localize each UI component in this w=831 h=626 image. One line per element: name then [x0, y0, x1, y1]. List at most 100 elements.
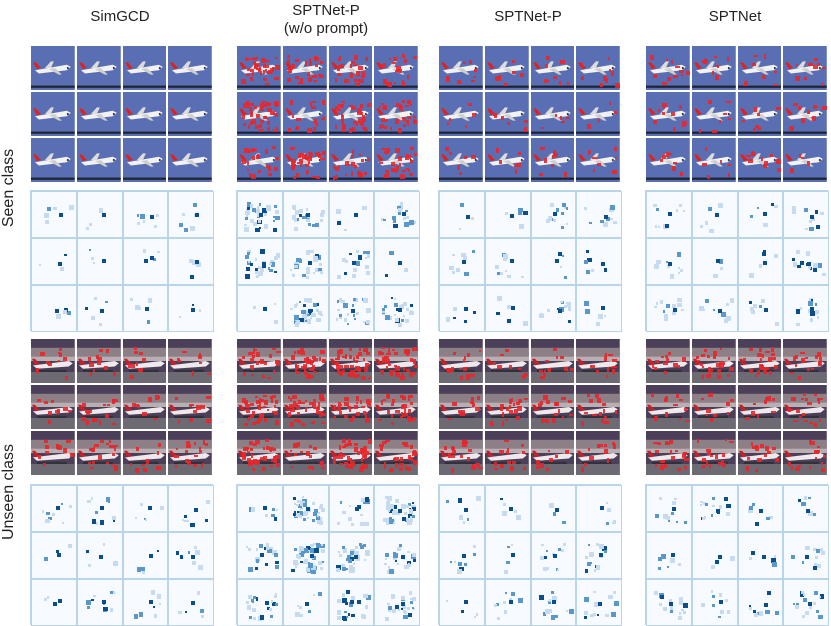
heat-pixel	[319, 504, 323, 508]
attention-dot	[810, 367, 815, 371]
attention-dot	[349, 458, 353, 463]
heat-pixel	[364, 499, 370, 505]
attention-dot	[131, 403, 136, 408]
heat-pixel	[130, 297, 134, 301]
heat-pixel	[561, 254, 564, 257]
heat-pixel	[464, 320, 468, 324]
unseen-heatmap-cell	[576, 532, 622, 579]
heat-pixel	[299, 552, 304, 558]
attention-dot	[251, 119, 256, 124]
heat-pixel	[314, 547, 320, 553]
heat-pixel	[245, 214, 249, 217]
heat-pixel	[702, 517, 705, 520]
attention-dot	[395, 372, 400, 378]
attention-dot	[320, 350, 325, 354]
attention-dot	[653, 441, 658, 445]
heat-pixel	[359, 543, 363, 547]
heat-pixel	[664, 315, 668, 320]
attention-dot	[446, 76, 451, 81]
attention-dot	[398, 467, 404, 472]
attention-dot	[813, 422, 818, 427]
heat-pixel	[298, 213, 302, 217]
heat-pixel	[296, 319, 301, 325]
heat-pixel	[599, 544, 605, 549]
heat-pixel	[362, 321, 365, 324]
attention-dot	[668, 352, 671, 355]
heat-peak	[673, 307, 678, 312]
heat-pixel	[84, 306, 89, 311]
attention-dot	[602, 402, 607, 407]
attention-dot	[798, 106, 802, 110]
attention-dot	[188, 417, 193, 423]
attention-dot	[702, 59, 707, 64]
heat-pixel	[339, 314, 343, 317]
heat-pixel	[466, 519, 469, 522]
attention-dot	[503, 82, 508, 87]
attention-dot	[341, 119, 345, 125]
attention-dot	[295, 75, 300, 79]
attention-dot	[292, 400, 297, 405]
heat-pixel	[412, 553, 417, 558]
attention-dot	[269, 396, 273, 399]
attention-dot	[263, 446, 266, 450]
heat-pixel	[678, 267, 681, 270]
heat-peak	[807, 601, 812, 606]
attention-dot	[547, 449, 550, 452]
attention-dot	[814, 452, 817, 455]
heat-pixel	[272, 601, 277, 606]
heat-pixel	[584, 616, 587, 619]
attention-dot	[509, 399, 512, 404]
heat-pixel	[818, 615, 823, 620]
heat-pixel	[201, 615, 204, 618]
heat-pixel	[753, 610, 757, 614]
attention-dot	[696, 439, 699, 443]
attention-dot	[506, 460, 511, 464]
attention-dot	[552, 155, 556, 158]
attention-dot	[290, 422, 294, 428]
seen-heatmap-cell	[122, 238, 169, 285]
heat-peak	[102, 258, 107, 263]
heat-pixel	[296, 512, 301, 517]
attention-dot	[767, 357, 772, 362]
heat-pixel	[244, 223, 247, 227]
heat-pixel	[346, 615, 349, 618]
attention-dot	[606, 458, 609, 464]
heat-peak	[307, 260, 312, 265]
attention-dot	[200, 464, 203, 468]
attention-dot	[262, 100, 267, 104]
attention-dot	[719, 347, 722, 350]
attention-dot	[403, 412, 409, 417]
heat-pixel	[386, 504, 392, 510]
heat-pixel	[356, 599, 362, 604]
heat-pixel	[141, 569, 146, 574]
heat-pixel	[397, 608, 400, 611]
heat-pixel	[346, 322, 349, 325]
heat-pixel	[255, 598, 259, 601]
heat-pixel	[791, 209, 797, 214]
attention-dot	[353, 405, 358, 410]
attention-dot	[763, 399, 768, 404]
heat-pixel	[246, 601, 249, 604]
unseen-image-thumb	[782, 384, 828, 430]
heat-pixel	[86, 605, 90, 609]
attention-dot	[460, 455, 463, 458]
attention-dot	[287, 54, 290, 59]
attention-dot	[339, 451, 343, 455]
attention-dot	[344, 173, 348, 176]
heat-pixel	[311, 312, 316, 318]
attention-dot	[403, 395, 407, 400]
attention-dot	[714, 454, 718, 459]
attention-dot	[365, 411, 368, 415]
attention-dot	[523, 373, 529, 376]
attention-dot	[569, 413, 573, 416]
attention-dot	[300, 451, 304, 454]
attention-dot	[332, 459, 336, 464]
heat-peak	[144, 307, 149, 312]
heat-pixel	[255, 597, 258, 600]
attention-dot	[750, 442, 754, 446]
seen-image-thumb	[575, 91, 621, 137]
attention-dot	[403, 408, 406, 413]
heat-pixel	[69, 505, 73, 508]
attention-dot	[333, 175, 336, 181]
heat-pixel	[683, 210, 686, 213]
